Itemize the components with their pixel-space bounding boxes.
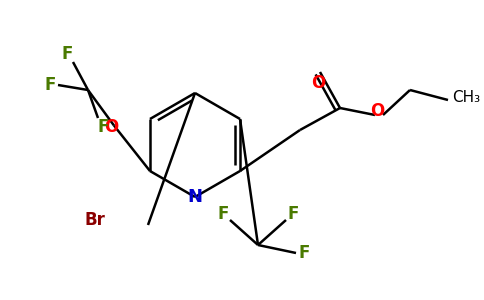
Text: F: F (217, 205, 228, 223)
Text: CH₃: CH₃ (452, 91, 480, 106)
Text: Br: Br (85, 211, 106, 229)
Text: F: F (287, 205, 299, 223)
Text: F: F (97, 118, 109, 136)
Text: O: O (311, 74, 325, 92)
Text: F: F (45, 76, 56, 94)
Text: F: F (61, 45, 73, 63)
Text: O: O (370, 102, 384, 120)
Text: O: O (104, 118, 118, 136)
Text: N: N (187, 188, 202, 206)
Text: F: F (298, 244, 310, 262)
